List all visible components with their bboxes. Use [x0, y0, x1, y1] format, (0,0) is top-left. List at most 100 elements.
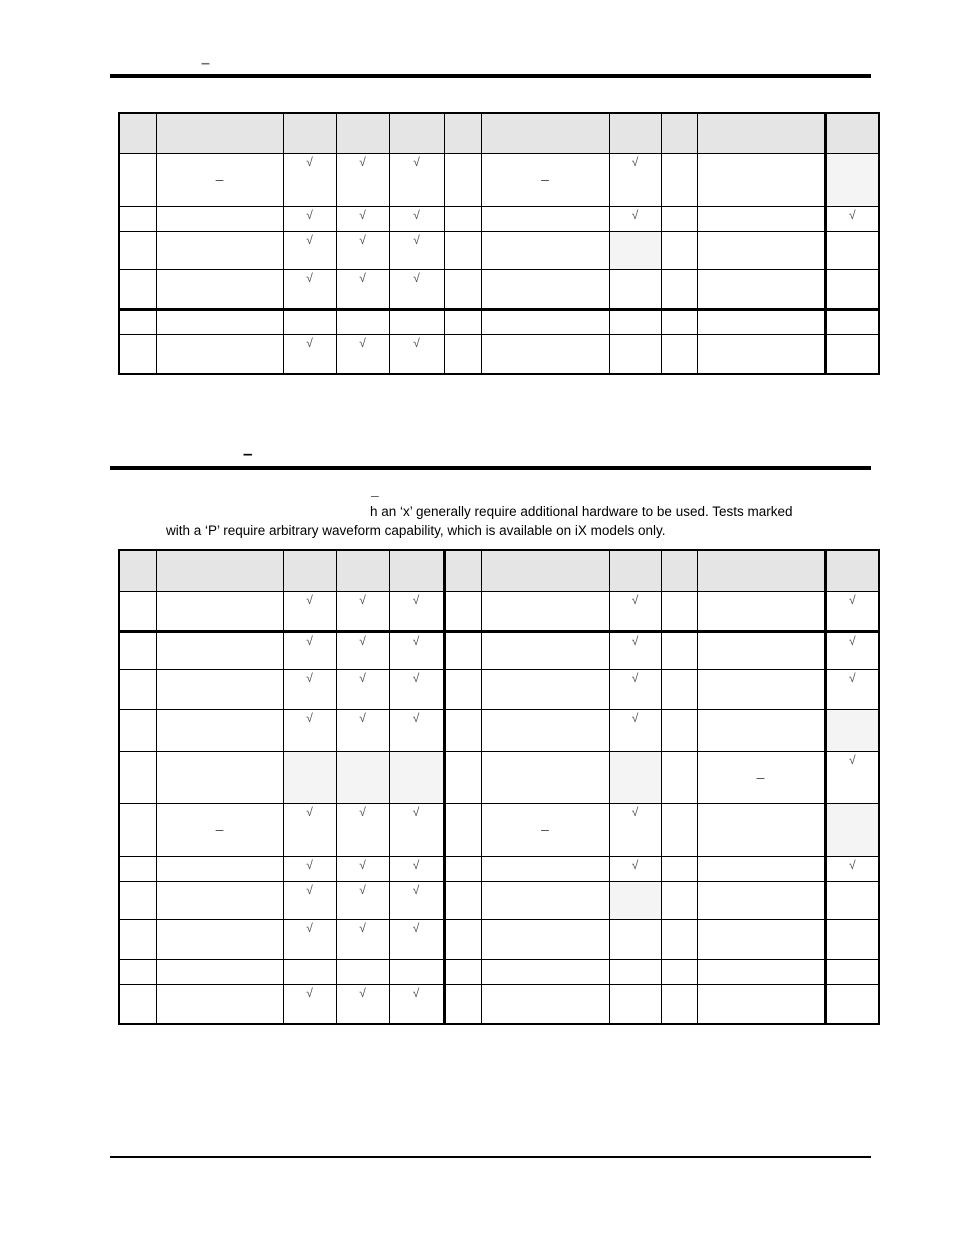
empty-cell — [155, 958, 284, 985]
empty-cell — [442, 750, 482, 804]
check-mark-cell: √ — [388, 855, 445, 882]
empty-cell — [696, 855, 826, 882]
table-row: √ √ √ √ √ — [118, 855, 880, 882]
empty-cell — [155, 918, 284, 960]
empty-cell — [696, 958, 826, 985]
header-cell — [155, 112, 284, 154]
empty-cell — [823, 918, 880, 960]
empty-cell — [155, 268, 284, 310]
empty-cell — [118, 708, 157, 752]
empty-cell — [443, 268, 482, 310]
shaded-cell — [335, 750, 390, 804]
empty-cell — [480, 333, 610, 375]
header-cell — [608, 549, 662, 592]
check-mark-cell: √ — [823, 750, 880, 804]
check-mark-cell: √ — [282, 590, 337, 632]
shaded-cell — [608, 230, 662, 270]
check-mark-cell: √ — [388, 230, 445, 270]
check-mark-cell: √ — [282, 918, 337, 960]
check-mark-cell: √ — [335, 802, 390, 857]
empty-cell — [442, 983, 482, 1025]
table-header-row — [118, 112, 880, 154]
empty-cell — [282, 958, 337, 985]
table-header-row — [118, 549, 880, 592]
empty-cell — [823, 983, 880, 1025]
header-cell — [696, 112, 826, 154]
check-mark-cell: √ — [823, 590, 880, 632]
empty-cell — [696, 983, 826, 1025]
header-cell — [335, 112, 390, 154]
empty-cell — [696, 230, 826, 270]
empty-cell — [442, 668, 482, 710]
empty-cell — [118, 668, 157, 710]
empty-cell — [442, 958, 482, 985]
empty-cell — [660, 230, 698, 270]
page-header-dash: – — [201, 55, 210, 72]
empty-cell — [155, 750, 284, 804]
empty-cell — [155, 855, 284, 882]
empty-cell — [696, 880, 826, 920]
empty-cell — [388, 958, 445, 985]
header-cell — [118, 112, 157, 154]
empty-cell — [480, 880, 610, 920]
table-row: – √ — [118, 750, 880, 804]
empty-cell — [696, 268, 826, 310]
empty-cell — [480, 629, 610, 670]
empty-cell — [660, 590, 698, 632]
check-mark-cell: √ — [823, 668, 880, 710]
dash-cell: – — [480, 802, 610, 857]
upper-table-container: – √ √ √ – √ √ √ √ √ √ √ √ √ √ √ √ √ √ √ — [118, 112, 880, 375]
table-row: √ √ √ √ — [118, 708, 880, 752]
check-mark-cell: √ — [608, 708, 662, 752]
empty-cell — [442, 855, 482, 882]
empty-cell — [660, 802, 698, 857]
empty-cell — [155, 880, 284, 920]
table-row: – √ √ √ – √ — [118, 152, 880, 207]
empty-cell — [443, 152, 482, 207]
check-mark-cell: √ — [823, 629, 880, 670]
header-cell — [696, 549, 826, 592]
footer-rule — [110, 1156, 871, 1158]
check-mark-cell: √ — [335, 333, 390, 375]
empty-cell — [118, 333, 157, 375]
empty-cell — [480, 708, 610, 752]
check-mark-cell: √ — [608, 802, 662, 857]
empty-cell — [608, 307, 662, 335]
empty-cell — [660, 307, 698, 335]
check-mark-cell: √ — [335, 918, 390, 960]
shaded-cell — [282, 750, 337, 804]
check-mark-cell: √ — [335, 590, 390, 632]
empty-cell — [118, 983, 157, 1025]
dash-cell: – — [155, 152, 284, 207]
empty-cell — [480, 205, 610, 232]
table-row: √ √ √ — [118, 983, 880, 1025]
check-mark-cell: √ — [608, 590, 662, 632]
table-row: √ √ √ √ √ — [118, 629, 880, 670]
empty-cell — [823, 307, 880, 335]
check-mark-cell: √ — [823, 205, 880, 232]
empty-cell — [155, 590, 284, 632]
shaded-cell — [823, 708, 880, 752]
shaded-cell — [823, 802, 880, 857]
table-row: √ √ √ √ √ — [118, 590, 880, 632]
empty-cell — [480, 750, 610, 804]
header-cell — [388, 549, 445, 592]
table-row: √ √ √ — [118, 880, 880, 920]
empty-cell — [696, 205, 826, 232]
compliance-matrix-lower: √ √ √ √ √ √ √ √ √ √ √ √ √ √ √ √ √ √ √ – √ – √ √ √ – √ √ √ √ √ √ √ √ √ √ √ √ √ √… — [118, 549, 880, 1025]
empty-cell — [480, 918, 610, 960]
header-cell — [335, 549, 390, 592]
empty-cell — [823, 958, 880, 985]
empty-cell — [155, 230, 284, 270]
empty-cell — [608, 983, 662, 1025]
lower-table-container: √ √ √ √ √ √ √ √ √ √ √ √ √ √ √ √ √ √ √ – √ – √ √ √ – √ √ √ √ √ √ √ √ √ √ √ √ √ √… — [118, 549, 880, 1025]
section-heading-dash: – — [243, 444, 253, 463]
header-cell — [823, 549, 880, 592]
section-heading-rule — [110, 466, 871, 470]
empty-cell — [696, 333, 826, 375]
check-mark-cell: √ — [282, 333, 337, 375]
empty-cell — [660, 983, 698, 1025]
empty-cell — [118, 750, 157, 804]
empty-cell — [118, 205, 157, 232]
